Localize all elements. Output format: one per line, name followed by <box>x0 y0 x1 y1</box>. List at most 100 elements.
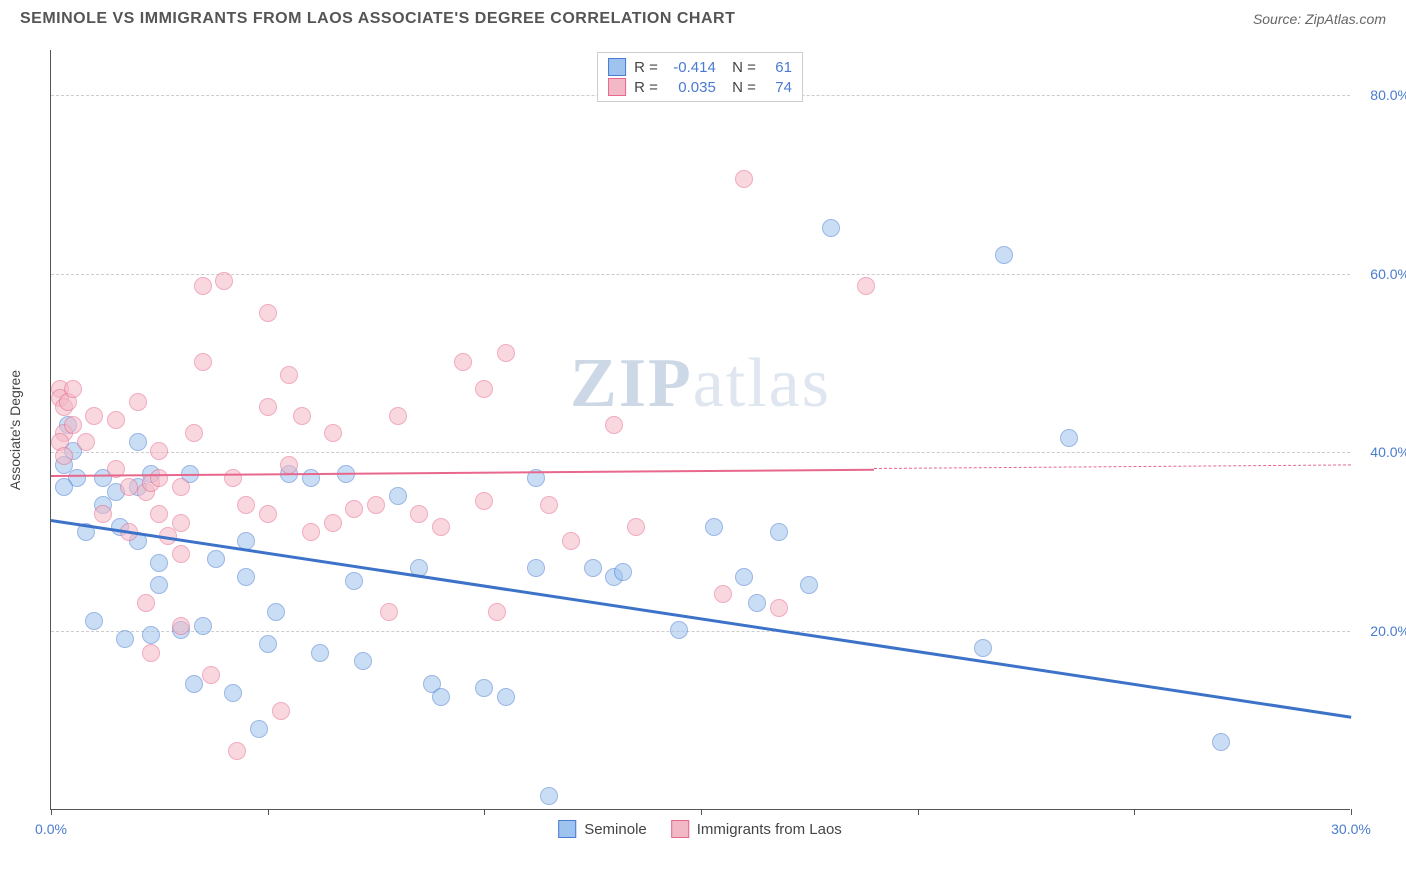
data-point <box>150 469 168 487</box>
stats-legend-box: R =-0.414 N =61R =0.035 N =74 <box>597 52 803 102</box>
chart-header: SEMINOLE VS IMMIGRANTS FROM LAOS ASSOCIA… <box>0 0 1406 28</box>
data-point <box>77 433 95 451</box>
data-point <box>345 500 363 518</box>
stat-r-label: R = <box>634 59 658 76</box>
trend-line-extrapolated <box>874 465 1351 470</box>
data-point <box>120 478 138 496</box>
x-tick <box>1134 809 1135 815</box>
data-point <box>150 442 168 460</box>
data-point <box>85 407 103 425</box>
data-point <box>584 559 602 577</box>
trend-line <box>51 519 1351 718</box>
scatter-chart: ZIPatlas 20.0%40.0%60.0%80.0%0.0%30.0% A… <box>50 50 1350 810</box>
data-point <box>172 545 190 563</box>
data-point <box>705 518 723 536</box>
y-tick-label: 80.0% <box>1355 87 1406 103</box>
stat-n-value: 74 <box>764 79 792 96</box>
data-point <box>354 652 372 670</box>
x-tick <box>51 809 52 815</box>
data-point <box>380 603 398 621</box>
data-point <box>770 599 788 617</box>
data-point <box>215 272 233 290</box>
data-point <box>172 514 190 532</box>
data-point <box>302 469 320 487</box>
data-point <box>237 568 255 586</box>
gridline <box>51 631 1350 632</box>
data-point <box>527 559 545 577</box>
data-point <box>185 424 203 442</box>
data-point <box>311 644 329 662</box>
data-point <box>800 576 818 594</box>
data-point <box>735 170 753 188</box>
data-point <box>345 572 363 590</box>
stat-r-value: 0.035 <box>666 79 716 96</box>
data-point <box>454 353 472 371</box>
data-point <box>129 393 147 411</box>
data-point <box>475 492 493 510</box>
data-point <box>194 353 212 371</box>
data-point <box>280 366 298 384</box>
data-point <box>150 554 168 572</box>
data-point <box>194 277 212 295</box>
data-point <box>207 550 225 568</box>
data-point <box>614 563 632 581</box>
legend-label: Immigrants from Laos <box>697 821 842 838</box>
data-point <box>324 424 342 442</box>
x-tick <box>918 809 919 815</box>
x-tick-label: 0.0% <box>35 821 67 837</box>
legend-label: Seminole <box>584 821 647 838</box>
data-point <box>267 603 285 621</box>
source-attribution: Source: ZipAtlas.com <box>1253 11 1386 27</box>
legend-swatch <box>558 820 576 838</box>
data-point <box>475 679 493 697</box>
data-point <box>85 612 103 630</box>
data-point <box>302 523 320 541</box>
data-point <box>224 684 242 702</box>
data-point <box>250 720 268 738</box>
gridline <box>51 452 1350 453</box>
data-point <box>64 416 82 434</box>
bottom-legend: Seminole Immigrants from Laos <box>558 820 842 838</box>
data-point <box>1212 733 1230 751</box>
data-point <box>194 617 212 635</box>
data-point <box>259 304 277 322</box>
trend-line <box>51 468 874 476</box>
data-point <box>202 666 220 684</box>
watermark: ZIPatlas <box>570 344 831 424</box>
data-point <box>410 505 428 523</box>
data-point <box>432 518 450 536</box>
data-point <box>475 380 493 398</box>
data-point <box>995 246 1013 264</box>
y-tick-label: 20.0% <box>1355 623 1406 639</box>
y-axis-title: Associate's Degree <box>7 370 23 490</box>
data-point <box>280 456 298 474</box>
x-tick-label: 30.0% <box>1331 821 1371 837</box>
legend-swatch <box>608 58 626 76</box>
data-point <box>540 787 558 805</box>
legend-swatch <box>608 78 626 96</box>
watermark-light: atlas <box>693 345 831 422</box>
data-point <box>974 639 992 657</box>
source-prefix: Source: <box>1253 11 1305 27</box>
data-point <box>293 407 311 425</box>
data-point <box>562 532 580 550</box>
data-point <box>748 594 766 612</box>
data-point <box>627 518 645 536</box>
y-tick-label: 60.0% <box>1355 266 1406 282</box>
stat-n-label: N = <box>724 79 756 96</box>
data-point <box>142 644 160 662</box>
data-point <box>540 496 558 514</box>
legend-swatch <box>671 820 689 838</box>
data-point <box>129 433 147 451</box>
data-point <box>150 505 168 523</box>
data-point <box>142 626 160 644</box>
x-tick <box>268 809 269 815</box>
data-point <box>259 505 277 523</box>
data-point <box>94 505 112 523</box>
data-point <box>259 398 277 416</box>
x-tick <box>701 809 702 815</box>
data-point <box>185 675 203 693</box>
gridline <box>51 274 1350 275</box>
chart-title: SEMINOLE VS IMMIGRANTS FROM LAOS ASSOCIA… <box>20 10 735 28</box>
data-point <box>324 514 342 532</box>
